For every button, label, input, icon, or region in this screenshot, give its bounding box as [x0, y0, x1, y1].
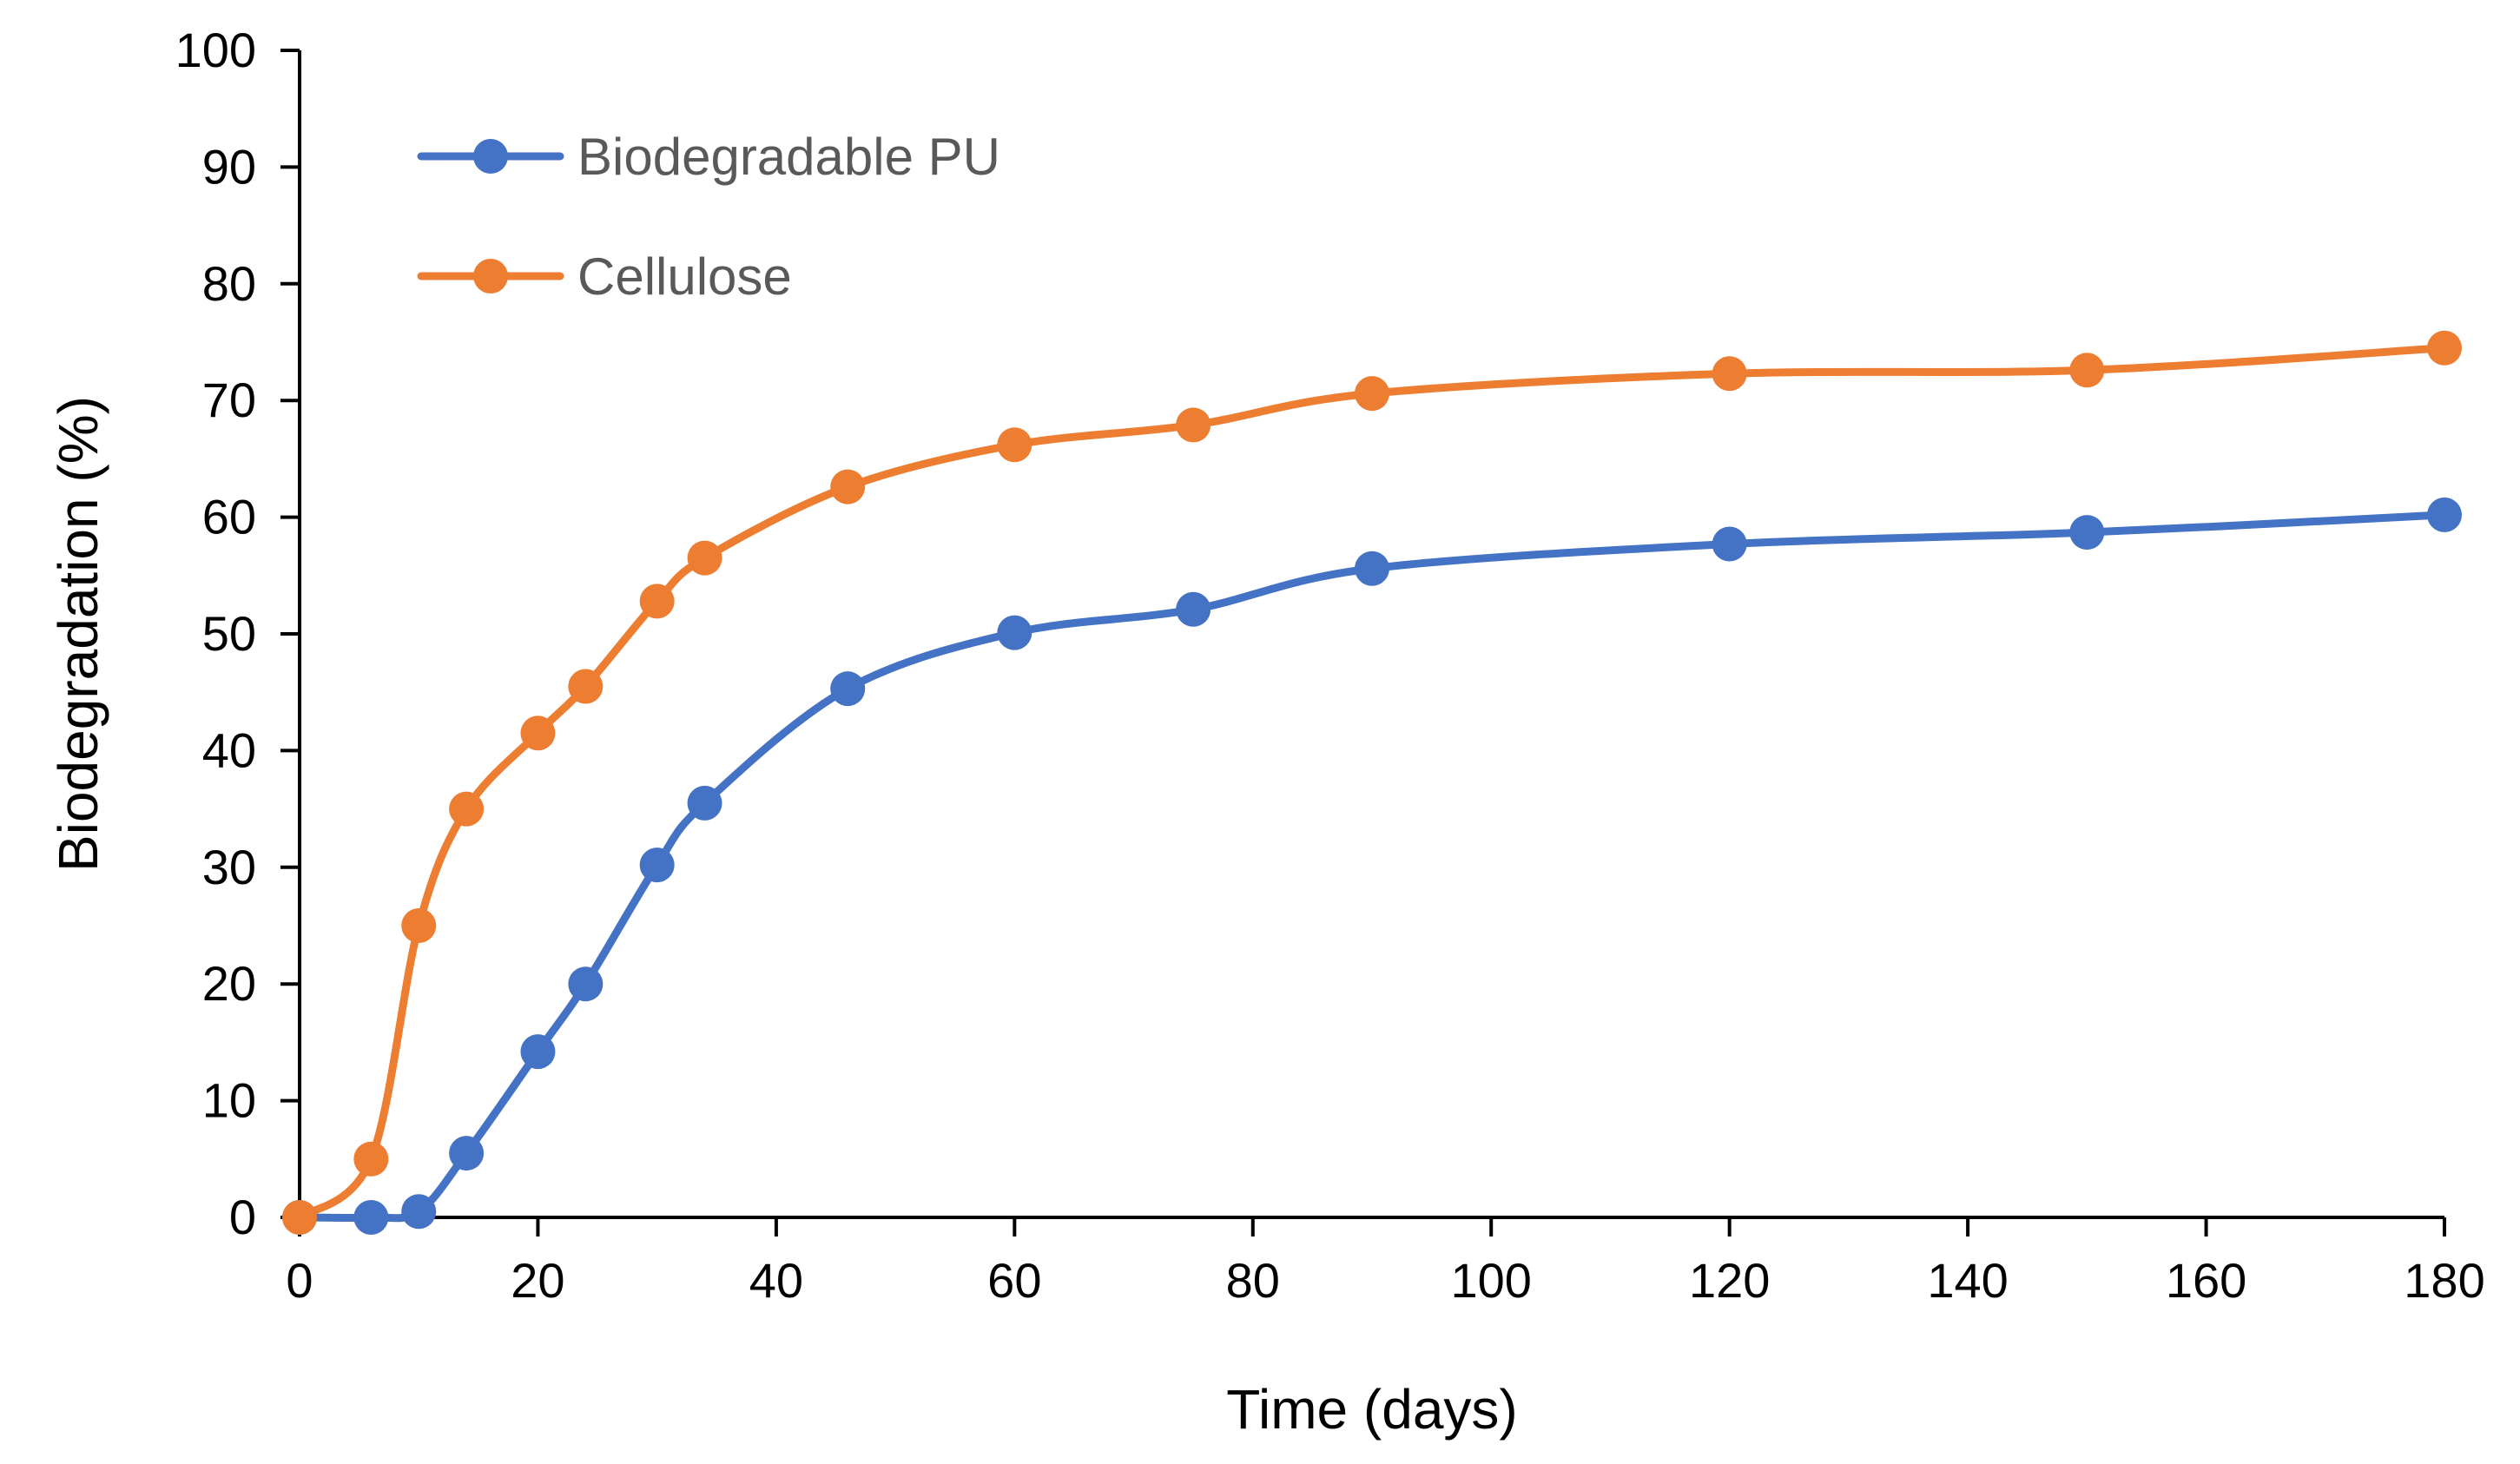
data-point-cellulose: [1712, 356, 1747, 392]
data-point-cellulose: [639, 584, 675, 619]
data-point-cellulose: [997, 427, 1032, 463]
y-tick-label: 50: [202, 606, 256, 661]
x-tick-label: 180: [2404, 1253, 2484, 1308]
y-tick-label: 100: [175, 23, 256, 77]
data-point-cellulose: [520, 716, 556, 751]
data-point-cellulose: [2069, 353, 2105, 388]
x-tick-label: 140: [1927, 1253, 2008, 1308]
x-tick-label: 20: [511, 1253, 564, 1308]
data-point-cellulose: [830, 469, 866, 504]
data-point-cellulose: [401, 908, 437, 943]
data-point-cellulose: [2427, 330, 2462, 366]
axes: 0 10 20 30 40 50 60 70 80 90 100 0 20 40 60 80 100 120 140…: [175, 23, 2485, 1308]
series-line-cellulose: [295, 344, 2449, 1222]
data-point-biodegradable-pu: [2427, 497, 2462, 532]
x-tick-label: 120: [1689, 1253, 1770, 1308]
y-tick-label: 70: [202, 373, 256, 427]
data-point-cellulose: [1176, 407, 1211, 443]
data-point-cellulose: [449, 791, 485, 827]
data-point-biodegradable-pu: [353, 1200, 389, 1235]
data-point-biodegradable-pu: [997, 615, 1032, 650]
data-point-cellulose: [1355, 376, 1389, 412]
legend-item-biodegradable-pu: Biodegradable PU: [417, 128, 1000, 186]
legend-label-cellulose: Cellulose: [577, 247, 792, 306]
data-point-biodegradable-pu: [687, 785, 722, 821]
data-point-biodegradable-pu: [830, 671, 866, 707]
x-tick-label: 160: [2166, 1253, 2246, 1308]
data-point-biodegradable-pu: [520, 1034, 556, 1070]
data-point-cellulose: [353, 1141, 389, 1177]
x-tick-label: 60: [987, 1253, 1041, 1308]
x-tick-label: 40: [749, 1253, 803, 1308]
data-point-biodegradable-pu: [449, 1136, 485, 1171]
x-tick-label: 0: [286, 1253, 313, 1308]
data-point-cellulose: [568, 669, 604, 704]
y-tick-label: 60: [202, 490, 256, 544]
data-point-biodegradable-pu: [1176, 591, 1211, 627]
series-markers: [282, 330, 2462, 1235]
data-point-biodegradable-pu: [401, 1194, 437, 1230]
legend-label-biodegradable-pu: Biodegradable PU: [577, 128, 1000, 186]
data-point-biodegradable-pu: [1355, 551, 1389, 586]
y-tick-label: 30: [202, 840, 256, 894]
x-tick-label: 100: [1451, 1253, 1532, 1308]
series-line-biodegradable-pu: [295, 511, 2449, 1223]
y-tick-label: 10: [202, 1073, 256, 1128]
y-axis-title: Biodegradation (%): [47, 396, 109, 872]
legend-item-cellulose: Cellulose: [417, 247, 792, 306]
legend: Biodegradable PU Cellulose: [417, 128, 1000, 306]
x-tick-label: 80: [1226, 1253, 1280, 1308]
data-point-biodegradable-pu: [1712, 526, 1747, 562]
legend-marker-cellulose: [473, 259, 508, 293]
series-lines: [295, 344, 2449, 1223]
data-point-biodegradable-pu: [568, 966, 604, 1002]
data-point-biodegradable-pu: [639, 847, 675, 883]
data-point-cellulose: [282, 1200, 317, 1235]
y-tick-label: 40: [202, 722, 256, 777]
legend-marker-biodegradable-pu: [473, 139, 508, 174]
y-tick-label: 80: [202, 256, 256, 311]
x-axis-title: Time (days): [1226, 1378, 1517, 1441]
data-point-cellulose: [687, 540, 722, 576]
data-point-biodegradable-pu: [2069, 515, 2105, 551]
y-tick-label: 0: [229, 1190, 256, 1244]
y-tick-label: 90: [202, 139, 256, 194]
y-tick-label: 20: [202, 956, 256, 1011]
